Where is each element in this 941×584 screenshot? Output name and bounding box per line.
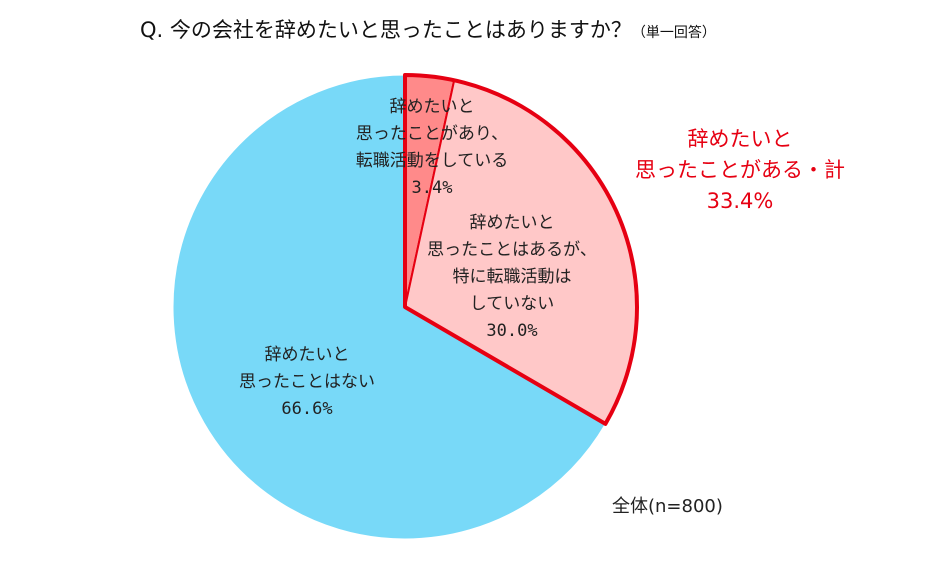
slice-label-2: 辞めたいと思ったことはあるが、特に転職活動はしていない bbox=[427, 213, 597, 314]
slice-value-1: 3.4% bbox=[412, 178, 453, 198]
callout-total-label: 辞めたいと思ったことがある・計 33.4% bbox=[635, 127, 845, 213]
slice-value-3: 66.6% bbox=[281, 399, 332, 419]
callout-group: 辞めたいと思ったことがある・計 33.4% bbox=[635, 127, 845, 213]
slice-value-2: 30.0% bbox=[486, 321, 537, 341]
pie-labels: 辞めたいと思ったことがあり、転職活動をしている 3.4% 辞めたいと思ったことはある… bbox=[239, 97, 597, 419]
pie-slice-3 bbox=[172, 74, 607, 540]
chart-subtitle: （単一回答） bbox=[631, 25, 716, 41]
chart-title-main: Q. 今の会社を辞めたいと思ったことはありますか？ bbox=[140, 18, 632, 42]
slice-label-1: 辞めたいと思ったことがあり、転職活動をしている bbox=[356, 97, 509, 171]
highlight-outline-path bbox=[403, 73, 639, 426]
total-sample-label: 全体(n=800) bbox=[612, 496, 723, 517]
slice-label-3: 辞めたいと思ったことはない bbox=[239, 345, 375, 392]
highlight-outline bbox=[403, 73, 639, 426]
pie-slices bbox=[172, 73, 638, 540]
chart-title: Q. 今の会社を辞めたいと思ったことはありますか？（単一回答） bbox=[140, 14, 716, 44]
